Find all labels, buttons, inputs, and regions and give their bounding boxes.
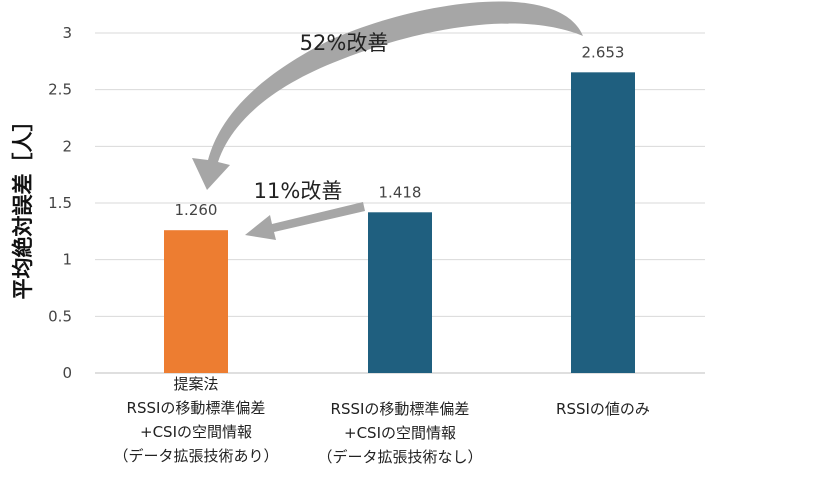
y-tick-label: 2 — [62, 137, 72, 155]
category-label: RSSIの移動標準偏差 — [127, 399, 266, 417]
category-label: +CSIの空間情報 — [140, 423, 252, 441]
category-label: 提案法 — [173, 375, 218, 393]
arrow-52-percent — [192, 1, 583, 191]
y-axis-ticks: 0 0.5 1 1.5 2 2.5 3 — [48, 24, 72, 382]
annotation-arrows — [192, 1, 583, 240]
bar — [164, 230, 228, 373]
category-labels: 提案法 RSSIの移動標準偏差 +CSIの空間情報 （データ拡張技術あり） RSSIの移… — [113, 375, 649, 466]
data-label: 2.653 — [582, 43, 625, 61]
data-label: 1.260 — [175, 201, 218, 219]
bars — [164, 72, 635, 374]
category-label: （データ拡張技術なし） — [317, 448, 482, 466]
data-labels: 1.260 1.418 2.653 — [175, 43, 625, 219]
y-tick-label: 3 — [62, 24, 72, 42]
bar — [368, 212, 432, 373]
annotation-texts: 52%改善 11%改善 — [254, 31, 389, 203]
y-tick-label: 2.5 — [48, 81, 72, 99]
category-label: （データ拡張技術あり） — [113, 447, 278, 465]
arrow-11-percent — [245, 202, 365, 240]
category-label: RSSIの値のみ — [556, 400, 650, 418]
y-tick-label: 0.5 — [48, 307, 72, 325]
y-tick-label: 1.5 — [48, 194, 72, 212]
category-label: +CSIの空間情報 — [344, 424, 456, 442]
y-tick-label: 0 — [62, 364, 72, 382]
data-label: 1.418 — [379, 183, 422, 201]
annotation-text: 11%改善 — [254, 179, 343, 203]
bar — [571, 72, 635, 374]
annotation-text: 52%改善 — [300, 31, 389, 55]
y-tick-label: 1 — [62, 251, 72, 269]
y-axis-label: 平均絶対誤差［人］ — [11, 111, 35, 300]
category-label: RSSIの移動標準偏差 — [331, 400, 470, 418]
